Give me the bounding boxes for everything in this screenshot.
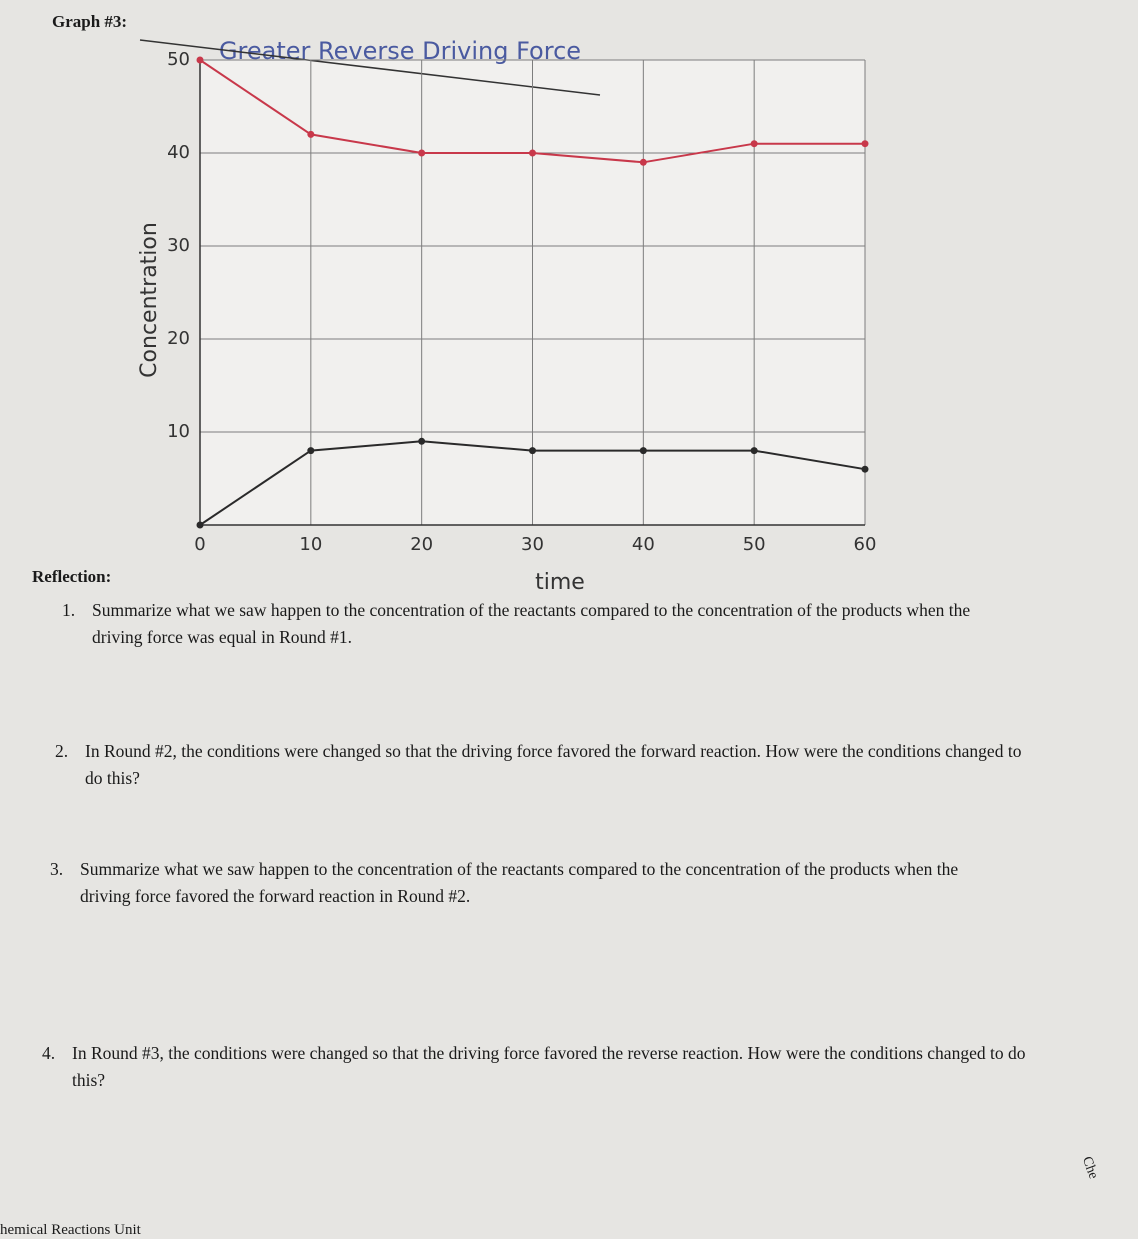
x-axis-label: time [535,570,585,595]
question-number: 3. [50,859,64,879]
data-point [861,465,869,473]
data-point [529,447,536,455]
x-tick-label: 50 [743,534,766,555]
y-tick-label: 30 [167,235,190,256]
graph-label: Graph #3: [52,12,128,31]
reflection-title: Reflection: [32,567,112,586]
data-point [750,140,758,148]
data-point [861,140,869,148]
y-tick-label: 10 [167,421,190,442]
x-tick-label: 10 [299,534,322,555]
question-number: 4. [42,1043,56,1063]
data-point [307,447,315,455]
question-text: Summarize what we saw happen to the conc… [92,600,971,647]
data-point [196,56,204,64]
x-tick-label: 60 [854,534,877,555]
x-tick-label: 0 [194,534,205,555]
y-tick-label: 50 [167,49,190,70]
question-number: 1. [62,600,76,620]
question: 1. Summarize what we saw happen to the co… [62,597,972,651]
question-text: In Round #2, the conditions were changed… [85,741,1022,788]
title-underline [139,39,601,96]
question-text: Summarize what we saw happen to the conc… [80,859,959,906]
y-axis-label: Concentration [137,222,162,378]
data-point [750,447,758,455]
data-point [639,447,647,455]
question-text: In Round #3, the conditions were changed… [72,1043,1026,1090]
x-tick-label: 30 [521,534,544,555]
question: 3. Summarize what we saw happen to the co… [50,856,1000,910]
chart-title: Greater Reverse Driving Force [219,37,581,65]
y-tick-label: 20 [167,328,190,349]
x-tick-label: 20 [410,534,433,555]
question: 2. In Round #2, the conditions were chang… [55,738,1025,792]
data-point [196,521,204,529]
data-point [529,149,536,157]
chart: Greater Reverse Driving Force time Conce… [137,37,877,595]
data-point [418,437,426,445]
question: 4. In Round #3, the conditions were chang… [42,1040,1062,1094]
x-tick-label: 40 [632,534,655,555]
question-number: 2. [55,741,69,761]
y-tick-label: 40 [167,142,190,163]
tab-label: Che [1078,1154,1101,1181]
data-point [418,149,426,157]
data-point [307,130,315,138]
data-point [639,158,647,166]
footer: hemical Reactions Unit [0,1222,141,1238]
